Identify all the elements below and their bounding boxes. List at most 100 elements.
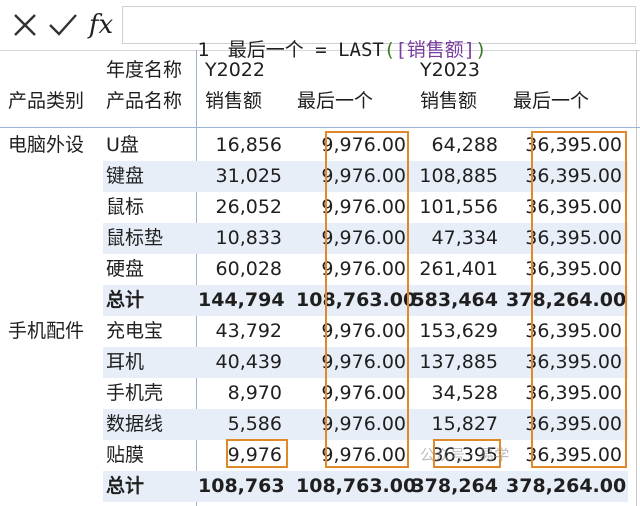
commit-button[interactable] — [44, 6, 82, 44]
category-cell: 电脑外设 — [8, 134, 85, 156]
product-name-cell: 手机壳 — [106, 382, 164, 404]
product-name-cell: 贴膜 — [106, 444, 145, 466]
product-name-cell: 鼠标垫 — [106, 227, 164, 249]
sales-2022-cell: 43,792 — [215, 320, 282, 342]
formula-bar: fx 1 最后一个 = LAST([销售额]) — [0, 0, 640, 61]
last-2022-cell: 108,763.00 — [296, 475, 417, 497]
header-divider — [0, 127, 640, 128]
sales-2022-cell: 26,052 — [215, 196, 282, 218]
row-band — [103, 409, 628, 440]
product-name-cell: 鼠标 — [106, 196, 145, 218]
sales-2023-cell: 47,334 — [431, 227, 498, 249]
last-2023-cell: 36,395.00 — [525, 165, 622, 187]
last-2023-cell: 36,395.00 — [525, 320, 622, 342]
last-2023-header: 最后一个 — [513, 90, 590, 112]
product-header: 产品名称 — [106, 90, 183, 112]
formula-measure-name: 最后一个 — [227, 39, 304, 61]
table-right-border — [636, 50, 637, 506]
sales-2022-header: 销售额 — [205, 90, 263, 112]
sales-2022-cell: 10,833 — [215, 227, 282, 249]
last-2023-cell: 36,395.00 — [525, 196, 622, 218]
formula-equals: = — [315, 39, 327, 61]
formula-reference: [销售额] — [395, 39, 476, 61]
last-2022-cell: 9,976.00 — [321, 444, 406, 466]
sales-2022-cell: 144,794 — [198, 289, 285, 311]
row-band — [103, 223, 628, 254]
formula-open-paren: ( — [383, 39, 396, 61]
last-2023-cell: 36,395.00 — [525, 227, 622, 249]
last-2022-cell: 9,976.00 — [321, 382, 406, 404]
last-2023-cell: 36,395.00 — [525, 134, 622, 156]
last-2023-cell: 378,264.00 — [506, 475, 627, 497]
row-header-divider — [196, 50, 197, 506]
cancel-button[interactable] — [6, 6, 44, 44]
formula-line-number: 1 — [197, 39, 210, 61]
sales-2023-cell: 101,556 — [419, 196, 498, 218]
formula-input[interactable]: 1 最后一个 = LAST([销售额]) — [122, 6, 636, 61]
subtotal-label: 总计 — [106, 289, 145, 311]
close-icon — [14, 14, 36, 36]
last-2023-cell: 36,395.00 — [525, 444, 622, 466]
sales-2023-cell: 108,885 — [419, 165, 498, 187]
matrix-table: 年度名称 Y2022 Y2023 产品类别 产品名称 销售额 最后一个 销售额 … — [0, 50, 640, 506]
year-header-2023: Y2023 — [420, 59, 480, 81]
product-name-cell: 数据线 — [106, 413, 164, 435]
formula-close-paren: ) — [475, 39, 487, 61]
last-2022-cell: 9,976.00 — [321, 196, 406, 218]
sales-2023-cell: 15,827 — [431, 413, 498, 435]
formula-function: LAST — [338, 39, 384, 61]
product-name-cell: 键盘 — [106, 165, 145, 187]
last-2022-cell: 9,976.00 — [321, 258, 406, 280]
sales-2023-cell: 378,264 — [411, 475, 498, 497]
watermark: 公众号 · 易学 — [420, 446, 510, 464]
last-2022-cell: 9,976.00 — [321, 320, 406, 342]
row-band — [103, 285, 628, 316]
category-cell: 手机配件 — [8, 320, 85, 342]
highlight-sales-2023-last — [433, 439, 501, 468]
year-header-2022: Y2022 — [205, 59, 265, 81]
highlight-sales-2022-last — [226, 439, 288, 468]
last-2023-cell: 36,395.00 — [525, 382, 622, 404]
sales-2023-cell: 261,401 — [419, 258, 498, 280]
last-2022-cell: 9,976.00 — [321, 165, 406, 187]
last-2023-cell: 36,395.00 — [525, 258, 622, 280]
year-header-label: 年度名称 — [106, 59, 183, 81]
sales-2022-cell: 60,028 — [215, 258, 282, 280]
formula-text: 1 最后一个 = LAST([销售额]) — [129, 13, 487, 84]
subtotal-label: 总计 — [106, 475, 145, 497]
sales-2023-cell: 64,288 — [431, 134, 498, 156]
row-band — [103, 471, 628, 502]
last-2023-cell: 36,395.00 — [525, 351, 622, 373]
sales-2023-cell: 153,629 — [419, 320, 498, 342]
product-name-cell: 耳机 — [106, 351, 145, 373]
sales-2023-cell: 137,885 — [419, 351, 498, 373]
sales-2022-cell: 9,976 — [227, 444, 282, 466]
last-2022-cell: 9,976.00 — [321, 227, 406, 249]
category-header: 产品类别 — [8, 90, 85, 112]
last-2022-cell: 9,976.00 — [321, 351, 406, 373]
sales-2022-cell: 5,586 — [227, 413, 282, 435]
fx-icon: fx — [88, 10, 114, 40]
check-icon — [49, 14, 77, 36]
last-2022-header: 最后一个 — [297, 90, 374, 112]
sales-2023-cell: 34,528 — [431, 382, 498, 404]
product-name-cell: U盘 — [106, 134, 139, 156]
sales-2022-cell: 108,763 — [198, 475, 285, 497]
product-name-cell: 充电宝 — [106, 320, 164, 342]
last-2023-cell: 378,264.00 — [506, 289, 627, 311]
sales-2023-cell: 583,464 — [411, 289, 498, 311]
row-band — [103, 347, 628, 378]
highlight-last-2022 — [325, 131, 409, 468]
row-band — [103, 161, 628, 192]
sales-2022-cell: 40,439 — [215, 351, 282, 373]
insert-function-button[interactable]: fx — [82, 6, 120, 44]
sales-2022-cell: 8,970 — [227, 382, 282, 404]
product-name-cell: 硬盘 — [106, 258, 145, 280]
sales-2022-cell: 16,856 — [215, 134, 282, 156]
sales-2022-cell: 31,025 — [215, 165, 282, 187]
last-2022-cell: 9,976.00 — [321, 134, 406, 156]
last-2022-cell: 9,976.00 — [321, 413, 406, 435]
sales-2023-header: 销售额 — [420, 90, 478, 112]
sales-2023-cell: 36,395 — [431, 444, 498, 466]
highlight-last-2023 — [531, 131, 627, 468]
